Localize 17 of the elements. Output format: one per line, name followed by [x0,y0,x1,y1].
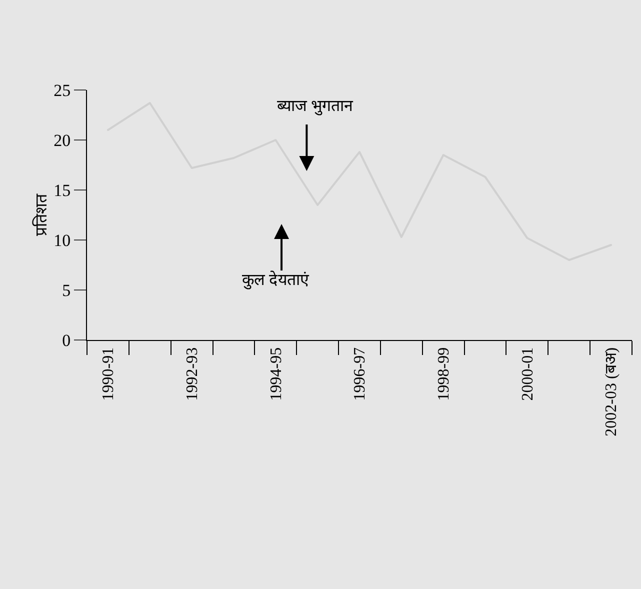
x-tick-label: 1998-99 [436,347,453,401]
y-tick-label: 5 [62,280,71,300]
x-tick-label: 1994-95 [268,347,285,401]
annotation: कुल देयताएं [242,270,310,290]
y-tick-label: 10 [54,230,71,250]
y-tick-label: 20 [54,130,71,150]
y-tick-label: 15 [54,180,71,200]
x-tick-label: 1996-97 [352,347,369,401]
y-tick-label: 25 [54,80,71,100]
x-tick-label: 2002-03 (बअ) [603,347,620,436]
x-tick-label: 1992-93 [184,347,202,401]
x-tick-label: 1990-91 [100,347,118,401]
y-axis-title: प्रतिशत [32,193,50,236]
line-series [106,102,612,261]
annotation: ब्याज भुगतान [277,98,354,116]
y-tick-label: 0 [62,330,71,350]
x-tick-label: 2000-01 [519,347,536,401]
